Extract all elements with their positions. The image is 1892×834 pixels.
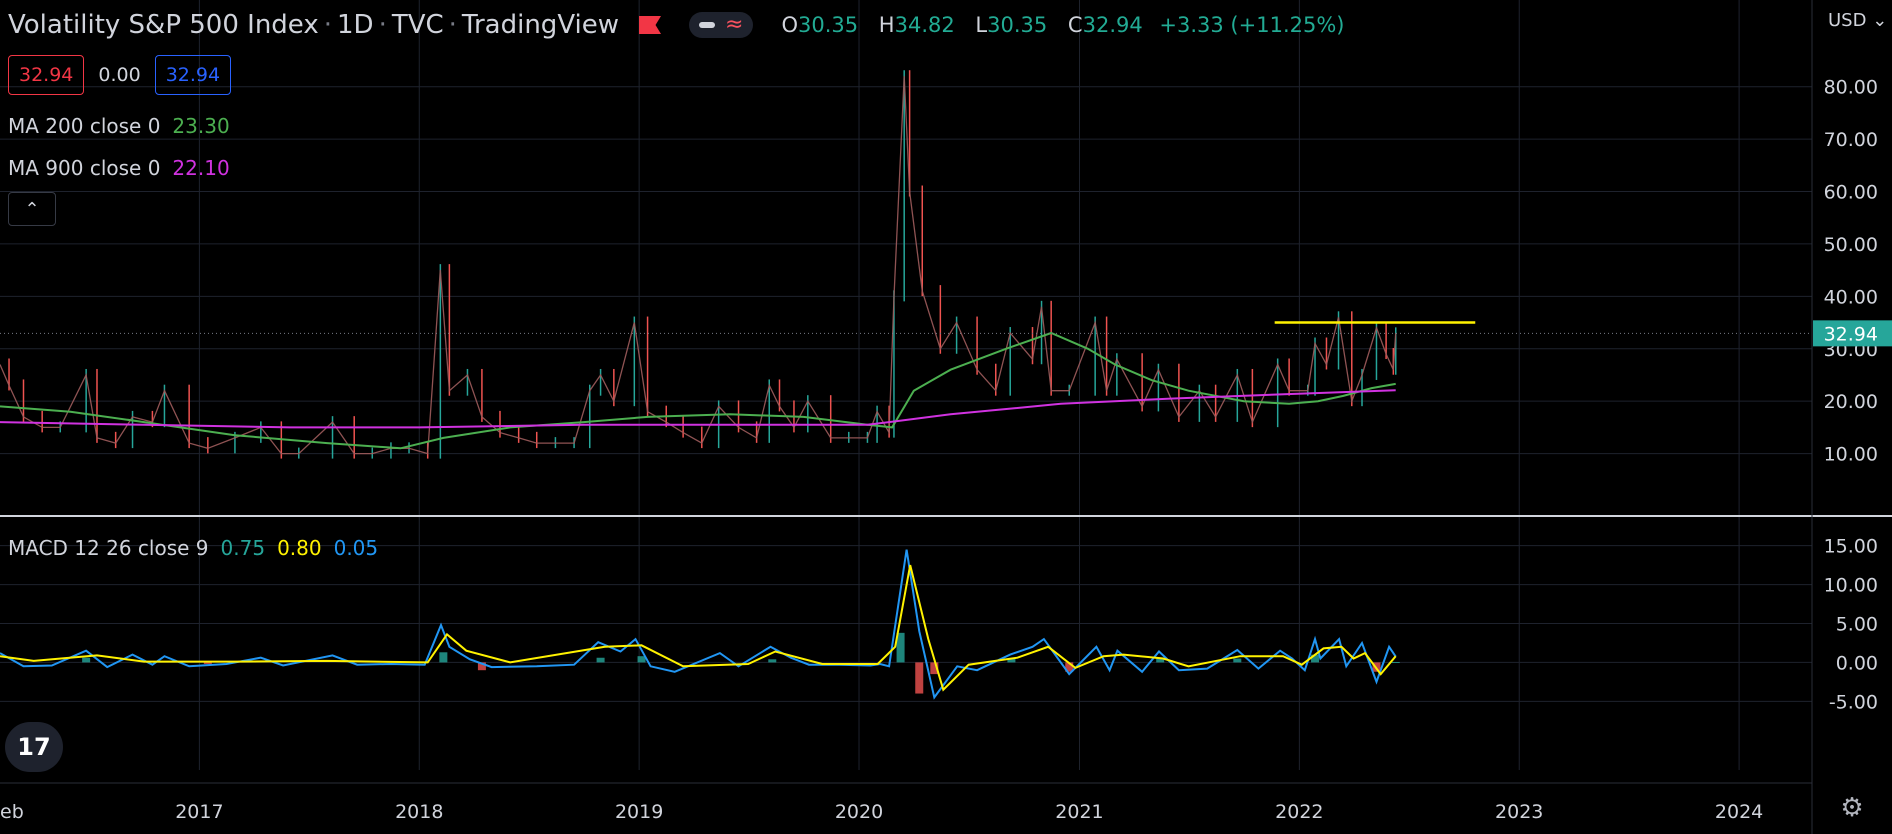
price-line bbox=[0, 76, 1397, 455]
price-plot bbox=[0, 70, 1812, 459]
ma900-line bbox=[0, 389, 1396, 429]
exchange-label: TVC bbox=[391, 10, 444, 40]
ma900-legend[interactable]: MA 900 close 0 22.10 bbox=[8, 156, 230, 180]
x-tick-label: 2024 bbox=[1715, 801, 1763, 823]
x-tick-label: 2019 bbox=[615, 801, 663, 823]
logo-mark: 17 bbox=[17, 733, 51, 761]
chart-grid bbox=[0, 0, 1812, 770]
ma900-label: MA 900 close 0 bbox=[8, 156, 161, 180]
macd-y-tick-label: -5.00 bbox=[1829, 691, 1878, 713]
last-price-badge bbox=[1813, 320, 1892, 347]
signal-value: 0.80 bbox=[277, 536, 322, 560]
macd-histogram-bar bbox=[1156, 658, 1165, 663]
macd-histogram-bar bbox=[637, 656, 646, 663]
macd-label: MACD 12 26 close 9 bbox=[8, 536, 209, 560]
separator-dot: · bbox=[448, 10, 457, 40]
ma200-legend[interactable]: MA 200 close 0 23.30 bbox=[8, 114, 230, 138]
macd-value: 0.75 bbox=[220, 536, 266, 560]
gear-icon[interactable]: ⚙ bbox=[1840, 793, 1864, 823]
macd-histogram-bar bbox=[439, 652, 448, 663]
symbol-name[interactable]: Volatility S&P 500 Index bbox=[8, 10, 319, 40]
spread-value: 0.00 bbox=[98, 64, 141, 86]
x-tick-label: 2021 bbox=[1055, 801, 1103, 823]
currency-label: USD bbox=[1828, 10, 1867, 31]
change-value: +3.33 (+11.25%) bbox=[1159, 13, 1345, 37]
y-tick-label: 10.00 bbox=[1824, 444, 1878, 466]
x-tick-label: 2022 bbox=[1275, 801, 1323, 823]
macd-histogram-bar bbox=[1391, 662, 1400, 664]
x-tick-label: 2023 bbox=[1495, 801, 1543, 823]
macd-histogram-bar bbox=[1233, 658, 1242, 663]
x-tick-label: 2020 bbox=[835, 801, 883, 823]
x-tick-label: 2017 bbox=[175, 801, 223, 823]
macd-histogram-bar bbox=[203, 662, 212, 664]
macd-histogram-bar bbox=[1065, 662, 1074, 672]
ohlc-values: O30.35 H34.82 L30.35 C32.94 +3.33 (+11.2… bbox=[781, 13, 1344, 37]
open-label: O bbox=[781, 13, 798, 37]
wave-icon[interactable]: ≈ bbox=[725, 12, 744, 37]
y-tick-label: 20.00 bbox=[1824, 391, 1878, 413]
macd-y-tick-label: 15.00 bbox=[1824, 536, 1878, 558]
ask-button[interactable]: 32.94 bbox=[154, 55, 232, 95]
bid-button[interactable]: 32.94 bbox=[8, 55, 85, 95]
macd-histogram-bar bbox=[930, 662, 939, 675]
interval-label[interactable]: 1D bbox=[337, 10, 374, 40]
macd-y-tick-label: 0.00 bbox=[1836, 652, 1878, 674]
open-value: 30.35 bbox=[797, 13, 859, 37]
collapse-legend-button[interactable]: ⌃ bbox=[8, 192, 56, 226]
x-tick-label: 2018 bbox=[395, 801, 443, 823]
histogram-value: 0.05 bbox=[333, 536, 379, 560]
flag-icon[interactable] bbox=[639, 16, 662, 34]
ma900-value: 22.10 bbox=[172, 156, 230, 180]
low-value: 30.35 bbox=[987, 13, 1048, 37]
macd-histogram-bar bbox=[915, 662, 924, 694]
macd-y-tick-label: 10.00 bbox=[1824, 575, 1878, 597]
separator-dot: · bbox=[378, 10, 387, 40]
currency-selector[interactable]: USD ⌄ bbox=[1828, 10, 1887, 31]
visibility-toggle[interactable]: ≈ bbox=[689, 12, 754, 38]
y-tick-label: 80.00 bbox=[1824, 77, 1878, 99]
symbol-legend: Volatility S&P 500 Index · 1D · TVC · Tr… bbox=[8, 10, 1345, 40]
macd-histogram-bar bbox=[596, 657, 605, 663]
quote-boxes: 32.94 0.00 32.94 bbox=[8, 55, 232, 95]
macd-plot bbox=[0, 549, 1400, 700]
source-label: TradingView bbox=[461, 10, 620, 40]
low-label: L bbox=[975, 13, 988, 37]
ma200-label: MA 200 close 0 bbox=[8, 114, 161, 138]
high-label: H bbox=[878, 13, 895, 37]
ma200-line bbox=[0, 331, 1396, 450]
signal-line bbox=[0, 564, 1397, 692]
x-tick-label: eb bbox=[0, 801, 24, 823]
tradingview-logo[interactable]: 17 bbox=[5, 722, 63, 772]
y-tick-label: 40.00 bbox=[1824, 286, 1878, 308]
close-value: 32.94 bbox=[1082, 13, 1143, 37]
y-tick-label: 60.00 bbox=[1824, 182, 1878, 204]
macd-histogram-bar bbox=[477, 662, 486, 671]
line-style-icon[interactable] bbox=[699, 22, 716, 28]
macd-y-tick-label: 5.00 bbox=[1836, 614, 1878, 636]
macd-histogram-bar bbox=[768, 659, 777, 663]
chevron-down-icon: ⌄ bbox=[1872, 10, 1888, 31]
macd-legend[interactable]: MACD 12 26 close 9 0.75 0.80 0.05 bbox=[8, 536, 378, 560]
macd-histogram-bar bbox=[1007, 658, 1016, 663]
ma200-value: 23.30 bbox=[172, 114, 230, 138]
separator-dot: · bbox=[323, 10, 332, 40]
chevron-up-icon: ⌃ bbox=[24, 198, 40, 220]
macd-histogram-bar bbox=[82, 657, 91, 663]
y-tick-label: 70.00 bbox=[1824, 129, 1878, 151]
last-price-label: 32.94 bbox=[1824, 323, 1878, 345]
y-tick-label: 50.00 bbox=[1824, 234, 1878, 256]
close-label: C bbox=[1067, 13, 1083, 37]
high-value: 34.82 bbox=[894, 13, 955, 37]
macd-histogram-bar bbox=[1311, 654, 1320, 663]
macd-histogram-bar bbox=[896, 632, 905, 663]
